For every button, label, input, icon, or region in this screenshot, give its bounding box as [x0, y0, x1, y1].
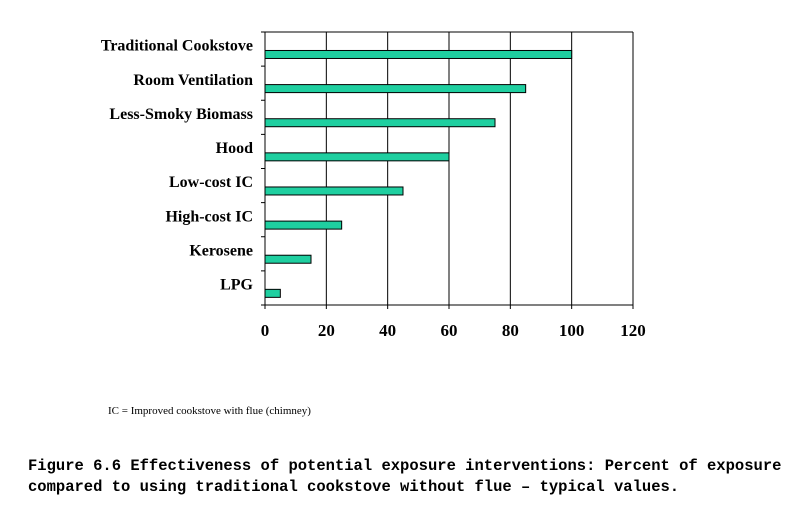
- x-tick-label-0: 0: [261, 321, 270, 340]
- x-tick-label-100: 100: [559, 321, 585, 340]
- x-tick-label-60: 60: [441, 321, 458, 340]
- category-label-high-cost-ic: High-cost IC: [165, 208, 253, 225]
- category-label-lpg: LPG: [220, 277, 253, 294]
- chart-footnote: IC = Improved cookstove with flue (chimn…: [108, 405, 311, 417]
- bar-kerosene: [264, 254, 312, 264]
- bar-traditional-cookstove: [264, 49, 573, 59]
- bar-less-smoky-biomass: [264, 118, 496, 128]
- bar-lpg: [264, 288, 281, 298]
- category-label-kerosene: Kerosene: [189, 242, 253, 259]
- x-tick-label-80: 80: [502, 321, 519, 340]
- category-label-hood: Hood: [216, 140, 253, 157]
- category-label-low-cost-ic: Low-cost IC: [169, 174, 253, 191]
- bar-low-cost-ic: [264, 186, 404, 196]
- x-tick-label-120: 120: [620, 321, 646, 340]
- bar-room-ventilation: [264, 84, 527, 94]
- category-label-less-smoky-biomass: Less-Smoky Biomass: [109, 106, 253, 123]
- figure-caption: Figure 6.6 Effectiveness of potential ex…: [28, 457, 782, 496]
- x-tick-label-40: 40: [379, 321, 396, 340]
- x-tick-label-20: 20: [318, 321, 335, 340]
- category-label-traditional-cookstove: Traditional Cookstove: [101, 38, 253, 55]
- category-label-room-ventilation: Room Ventilation: [133, 72, 253, 89]
- bar-high-cost-ic: [264, 220, 343, 230]
- bar-hood: [264, 152, 450, 162]
